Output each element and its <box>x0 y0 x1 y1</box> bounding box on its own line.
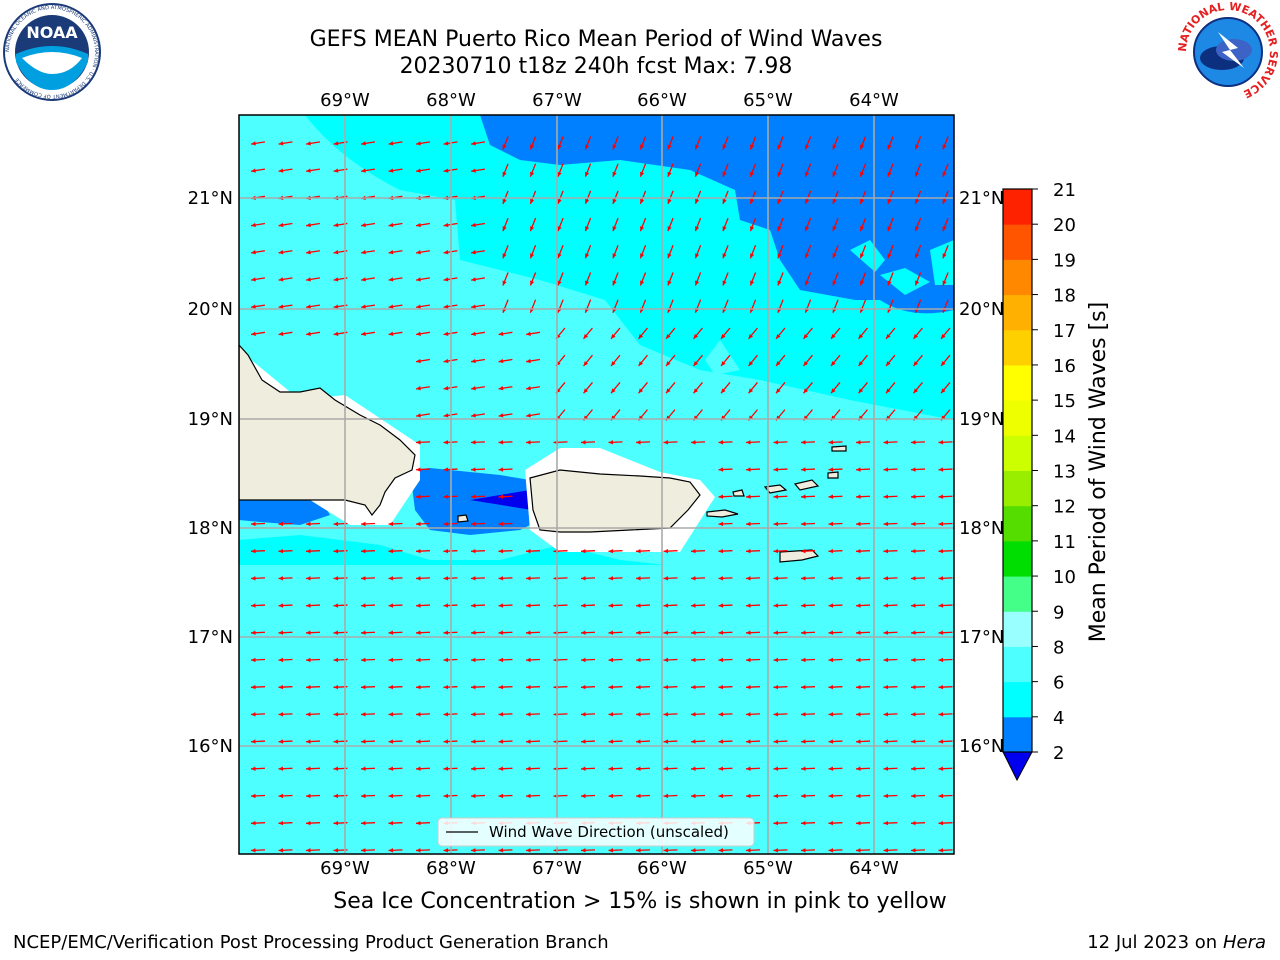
footer-date-text: 12 Jul 2023 on <box>1087 932 1223 953</box>
lat-label-right: 17°N <box>959 627 1004 648</box>
colorbar-segment <box>1003 611 1032 647</box>
vector-legend: Wind Wave Direction (unscaled) <box>438 818 754 846</box>
colorbar-segment <box>1003 224 1032 260</box>
lon-label-top: 64°W <box>849 90 899 111</box>
colorbar-label: Mean Period of Wind Waves [s] <box>1086 302 1111 642</box>
footer-date: 12 Jul 2023 on Hera <box>1087 932 1266 953</box>
footer-machine: Hera <box>1223 932 1266 953</box>
colorbar-tick-label: 4 <box>1053 708 1064 729</box>
sombrero <box>832 446 846 451</box>
colorbar-tick-label: 8 <box>1053 637 1064 658</box>
lat-label-right: 16°N <box>959 736 1004 757</box>
colorbar-segment <box>1003 541 1032 577</box>
colorbar-segment <box>1003 435 1032 471</box>
colorbar-tick-label: 9 <box>1053 602 1064 623</box>
colorbar-tick-label: 18 <box>1053 286 1076 307</box>
lat-label-left: 16°N <box>188 736 233 757</box>
colorbar-tick-label: 2 <box>1053 743 1064 764</box>
colorbar-segment <box>1003 576 1032 612</box>
lon-label-bottom: 68°W <box>426 858 476 879</box>
colorbar-segment <box>1003 682 1032 718</box>
colorbar-tick-label: 20 <box>1053 215 1076 236</box>
lat-label-left: 20°N <box>188 299 233 320</box>
colorbar-tick-label: 10 <box>1053 567 1076 588</box>
lon-label-bottom: 66°W <box>637 858 687 879</box>
map-field <box>239 115 954 854</box>
lat-label-right: 21°N <box>959 188 1004 209</box>
colorbar-tick-label: 15 <box>1053 391 1076 412</box>
anegada <box>828 472 838 478</box>
lon-label-top: 65°W <box>743 90 793 111</box>
colorbar-tick-label: 21 <box>1053 180 1076 201</box>
colorbar-segment <box>1003 646 1032 682</box>
colorbar-tick-label: 19 <box>1053 250 1076 271</box>
lat-label-left: 18°N <box>188 518 233 539</box>
lat-label-right: 18°N <box>959 518 1004 539</box>
colorbar-extend-arrow <box>1003 752 1032 780</box>
colorbar-segment <box>1003 365 1032 401</box>
colorbar-segment <box>1003 400 1032 436</box>
mona-island <box>458 515 468 522</box>
lon-label-top: 68°W <box>426 90 476 111</box>
colorbar-tick-label: 14 <box>1053 426 1076 447</box>
lon-label-top: 66°W <box>637 90 687 111</box>
lon-label-top: 67°W <box>532 90 582 111</box>
lon-label-bottom: 69°W <box>320 858 370 879</box>
colorbar-tick-label: 13 <box>1053 462 1076 483</box>
colorbar-tick-label: 12 <box>1053 497 1076 518</box>
lon-label-top: 69°W <box>320 90 370 111</box>
puerto-rico <box>530 470 700 532</box>
colorbar-segment <box>1003 471 1032 507</box>
lat-label-left: 21°N <box>188 188 233 209</box>
colorbar-segment <box>1003 295 1032 331</box>
colorbar-segment <box>1003 717 1032 753</box>
colorbar-tick-label: 11 <box>1053 532 1076 553</box>
lon-label-bottom: 64°W <box>849 858 899 879</box>
lon-label-bottom: 67°W <box>532 858 582 879</box>
colorbar: 21 20 19 18 17 16 15 14 13 12 11 10 9 8 6 4 2 Mean Perio… <box>1003 180 1111 780</box>
colorbar-tick-label: 16 <box>1053 356 1076 377</box>
colorbar-segment <box>1003 330 1032 366</box>
lat-label-right: 20°N <box>959 299 1004 320</box>
legend-label: Wind Wave Direction (unscaled) <box>489 823 729 841</box>
colorbar-tick-label: 17 <box>1053 321 1076 342</box>
colorbar-segment <box>1003 506 1032 542</box>
colorbar-segment <box>1003 189 1032 225</box>
lat-label-left: 17°N <box>188 627 233 648</box>
footer-branch: NCEP/EMC/Verification Post Processing Pr… <box>13 932 609 953</box>
sea-ice-note: Sea Ice Concentration > 15% is shown in … <box>0 889 1280 914</box>
colorbar-tick-label: 6 <box>1053 673 1064 694</box>
lat-label-right: 19°N <box>959 409 1004 430</box>
lat-label-left: 19°N <box>188 409 233 430</box>
colorbar-segment <box>1003 259 1032 295</box>
lon-label-bottom: 65°W <box>743 858 793 879</box>
